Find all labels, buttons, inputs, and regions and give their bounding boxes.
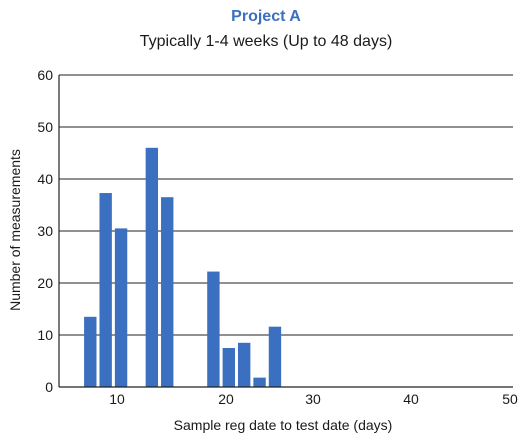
x-tick-label: 20 [218,391,234,407]
bar-9 [268,326,282,387]
bar-0 [84,316,97,387]
y-tick-label: 50 [37,119,53,135]
bar-4 [161,197,174,387]
x-tick-label: 50 [502,391,518,407]
y-tick-labels: 0 10 20 30 40 50 60 [37,67,53,395]
y-tick-label: 20 [37,275,53,291]
y-tick-label: 30 [37,223,53,239]
axes [58,75,513,388]
bar-7 [237,342,251,387]
bar-1 [99,193,112,387]
x-axis-label: Sample reg date to test date (days) [174,417,393,433]
bar-6 [222,348,235,387]
x-tick-labels: 10 20 30 40 50 [109,391,518,407]
y-axis-label: Number of measurements [7,149,23,311]
bar-5 [207,271,220,387]
y-tick-label: 40 [37,171,53,187]
bar-2 [114,228,128,387]
chart-subtitle: Typically 1-4 weeks (Up to 48 days) [139,33,393,50]
x-tick-label: 10 [109,391,125,407]
bars [84,147,282,387]
y-tick-label: 0 [45,379,53,395]
bar-8 [253,377,266,387]
x-tick-label: 30 [305,391,321,407]
y-tick-label: 60 [37,67,53,83]
y-tick-label: 10 [37,327,53,343]
chart-title: Project A [231,8,301,25]
x-tick-label: 40 [403,391,419,407]
bar-3 [145,147,159,387]
grid-lines [59,74,513,336]
